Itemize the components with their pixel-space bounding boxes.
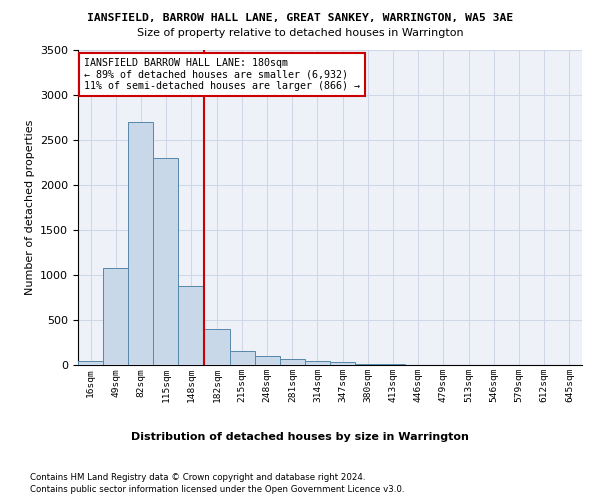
Bar xyxy=(305,360,330,365)
Text: Distribution of detached houses by size in Warrington: Distribution of detached houses by size … xyxy=(131,432,469,442)
Bar xyxy=(230,350,254,365)
Y-axis label: Number of detached properties: Number of detached properties xyxy=(25,120,35,295)
Bar xyxy=(280,358,305,365)
Text: IANSFIELD, BARROW HALL LANE, GREAT SANKEY, WARRINGTON, WA5 3AE: IANSFIELD, BARROW HALL LANE, GREAT SANKE… xyxy=(87,12,513,22)
Bar xyxy=(355,364,380,365)
Text: Size of property relative to detached houses in Warrington: Size of property relative to detached ho… xyxy=(137,28,463,38)
Bar xyxy=(254,356,280,365)
Bar xyxy=(380,364,406,365)
Bar xyxy=(205,329,230,365)
Text: IANSFIELD BARROW HALL LANE: 180sqm
← 89% of detached houses are smaller (6,932)
: IANSFIELD BARROW HALL LANE: 180sqm ← 89%… xyxy=(84,58,360,91)
Bar xyxy=(330,362,355,365)
Text: Contains public sector information licensed under the Open Government Licence v3: Contains public sector information licen… xyxy=(30,485,404,494)
Bar xyxy=(154,158,178,365)
Bar xyxy=(128,122,154,365)
Bar xyxy=(178,286,203,365)
Bar xyxy=(103,268,128,365)
Bar xyxy=(78,360,103,365)
Text: Contains HM Land Registry data © Crown copyright and database right 2024.: Contains HM Land Registry data © Crown c… xyxy=(30,472,365,482)
